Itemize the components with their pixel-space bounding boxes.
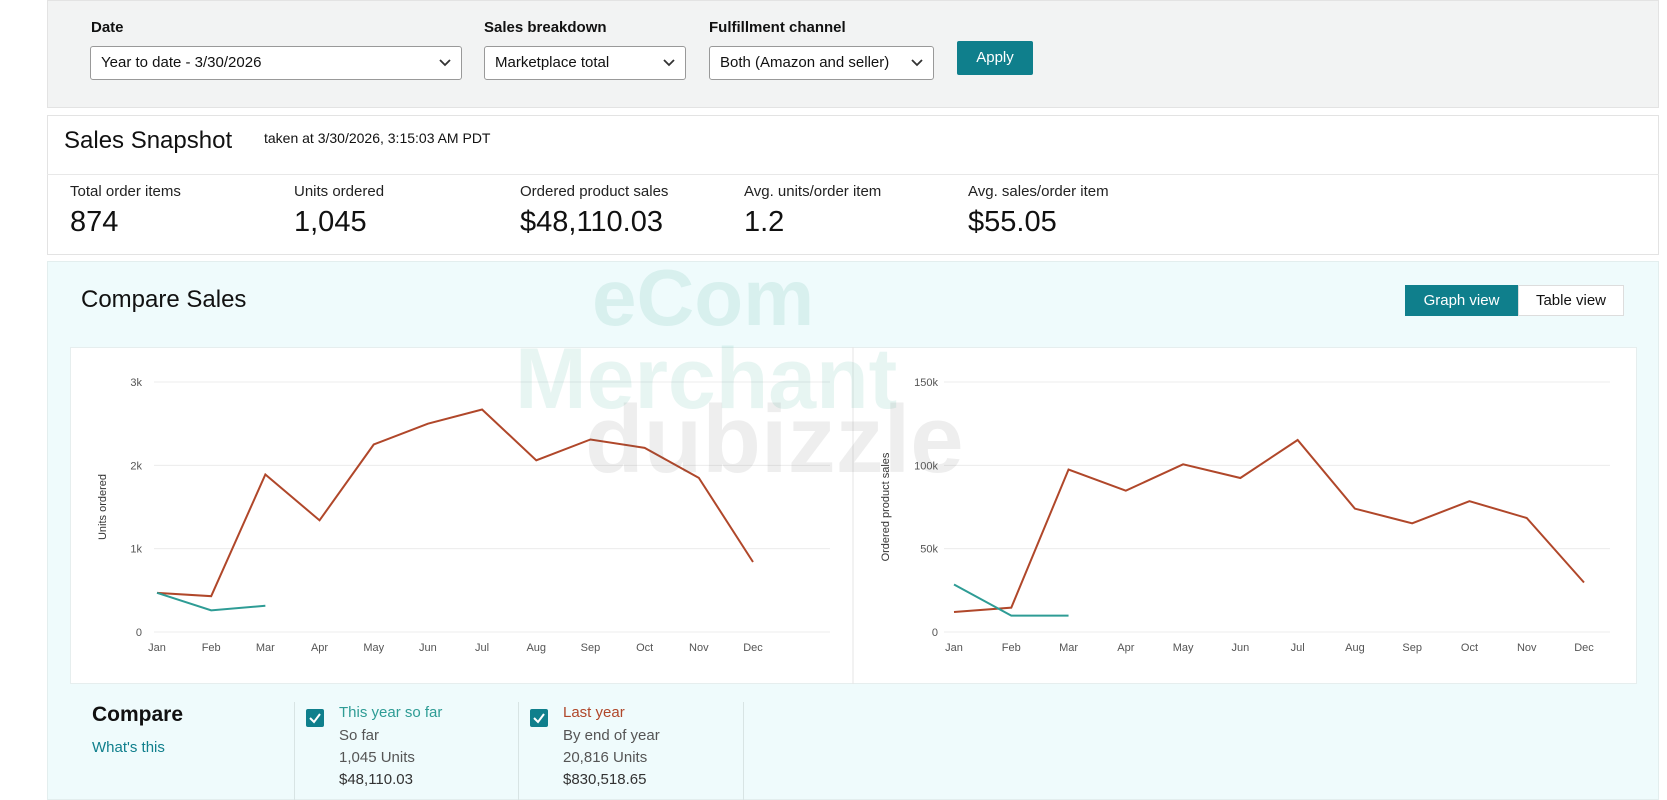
help-link[interactable]: What's this — [92, 739, 165, 756]
legend-subtitle: By end of year — [563, 727, 660, 744]
series-line — [156, 591, 266, 612]
x-tick-label: Sep — [1402, 642, 1422, 654]
chevron — [911, 59, 923, 67]
metric-label: Avg. units/order item — [744, 183, 882, 200]
snapshot-divider — [47, 174, 1659, 175]
x-tick-label: Jun — [419, 642, 437, 654]
metric-label: Avg. sales/order item — [968, 183, 1109, 200]
legend-units: 1,045 Units — [339, 749, 415, 766]
series-line — [953, 583, 1069, 617]
dropdown-value: Marketplace total — [495, 54, 610, 71]
metric-value: $55.05 — [968, 206, 1057, 238]
x-tick-label: Nov — [1517, 642, 1537, 654]
x-tick-label: May — [363, 642, 384, 654]
filter-label: Date — [91, 19, 124, 36]
graph-view-button[interactable]: Graph view — [1405, 285, 1518, 316]
x-tick-label: Jun — [1231, 642, 1249, 654]
metric-label: Units ordered — [294, 183, 385, 200]
watermark: Merchant — [515, 331, 898, 427]
chevron — [439, 59, 451, 67]
y-tick-label: 50k — [920, 544, 938, 556]
checkbox[interactable] — [530, 709, 548, 727]
x-tick-label: Oct — [636, 642, 653, 654]
metric-label: Ordered product sales — [520, 183, 669, 200]
compare-sales-title: Compare Sales — [81, 286, 247, 313]
breakdown-dropdown[interactable]: Marketplace total — [484, 46, 686, 80]
y-tick-label: 150k — [914, 377, 938, 389]
series-line — [953, 438, 1585, 613]
y-tick-label: 1k — [130, 544, 142, 556]
legend-sales: $48,110.03 — [339, 771, 413, 788]
x-tick-label: Dec — [1574, 642, 1594, 654]
x-tick-label: Aug — [1345, 642, 1365, 654]
date-dropdown[interactable]: Year to date - 3/30/2026 — [90, 46, 462, 80]
y-tick-label: 2k — [130, 460, 142, 472]
filter-label: Fulfillment channel — [709, 19, 846, 36]
x-tick-label: Sep — [581, 642, 601, 654]
snapshot-time: taken at 3/30/2026, 3:15:03 AM PDT — [264, 130, 491, 146]
compare-title: Compare — [92, 703, 184, 726]
legend-name: Last year — [563, 704, 625, 721]
y-tick-label: 100k — [914, 460, 938, 472]
x-tick-label: Feb — [202, 642, 221, 654]
chevron — [663, 59, 675, 67]
series-line — [156, 408, 754, 598]
y-tick-label: 0 — [932, 627, 938, 639]
y-tick-label: 3k — [130, 377, 142, 389]
x-tick-label: Mar — [256, 642, 275, 654]
metric-value: 1,045 — [294, 206, 367, 238]
charts: 0 1k 2k 3k Units ordered Jan Feb Mar Apr May Jun Ju… — [97, 347, 1610, 684]
x-tick-label: Nov — [689, 642, 709, 654]
table-view-button[interactable]: Table view — [1518, 285, 1624, 316]
legend-divider — [294, 702, 295, 800]
y-axis-title: Ordered product sales — [880, 452, 892, 561]
x-tick-label: May — [1173, 642, 1194, 654]
legend-divider — [743, 702, 744, 800]
metric-label: Total order items — [70, 183, 181, 200]
filter-label: Sales breakdown — [484, 19, 607, 36]
x-tick-label: Feb — [1002, 642, 1021, 654]
x-tick-label: Aug — [526, 642, 546, 654]
snapshot-title: Sales Snapshot — [64, 127, 233, 154]
x-tick-label: Dec — [743, 642, 763, 654]
legend-divider — [518, 702, 519, 800]
metric-value: 1.2 — [744, 206, 785, 238]
x-tick-label: Jan — [148, 642, 166, 654]
metric-value: 874 — [70, 206, 119, 238]
checkbox[interactable] — [306, 709, 324, 727]
x-tick-label: Apr — [1117, 642, 1134, 654]
fulfillment-dropdown[interactable]: Both (Amazon and seller) — [709, 46, 934, 80]
legend-name: This year so far — [339, 704, 443, 721]
y-axis-title: Units ordered — [97, 474, 109, 540]
dropdown-value: Year to date - 3/30/2026 — [101, 54, 262, 71]
watermark: eCom — [592, 253, 815, 342]
x-tick-label: Jan — [945, 642, 963, 654]
metric-value: $48,110.03 — [520, 206, 663, 238]
y-tick-label: 0 — [136, 627, 142, 639]
legend-subtitle: So far — [339, 727, 380, 744]
snapshot-panel — [47, 115, 1659, 255]
x-tick-label: Mar — [1059, 642, 1078, 654]
legend-units: 20,816 Units — [563, 749, 648, 766]
watermark: dubizzle — [585, 386, 964, 493]
apply-button[interactable]: Apply — [957, 41, 1033, 75]
x-tick-label: Jul — [475, 642, 489, 654]
x-tick-label: Oct — [1461, 642, 1478, 654]
dropdown-value: Both (Amazon and seller) — [720, 54, 890, 71]
x-tick-label: Jul — [1291, 642, 1305, 654]
legend-sales: $830,518.65 — [563, 771, 647, 788]
x-tick-label: Apr — [311, 642, 328, 654]
